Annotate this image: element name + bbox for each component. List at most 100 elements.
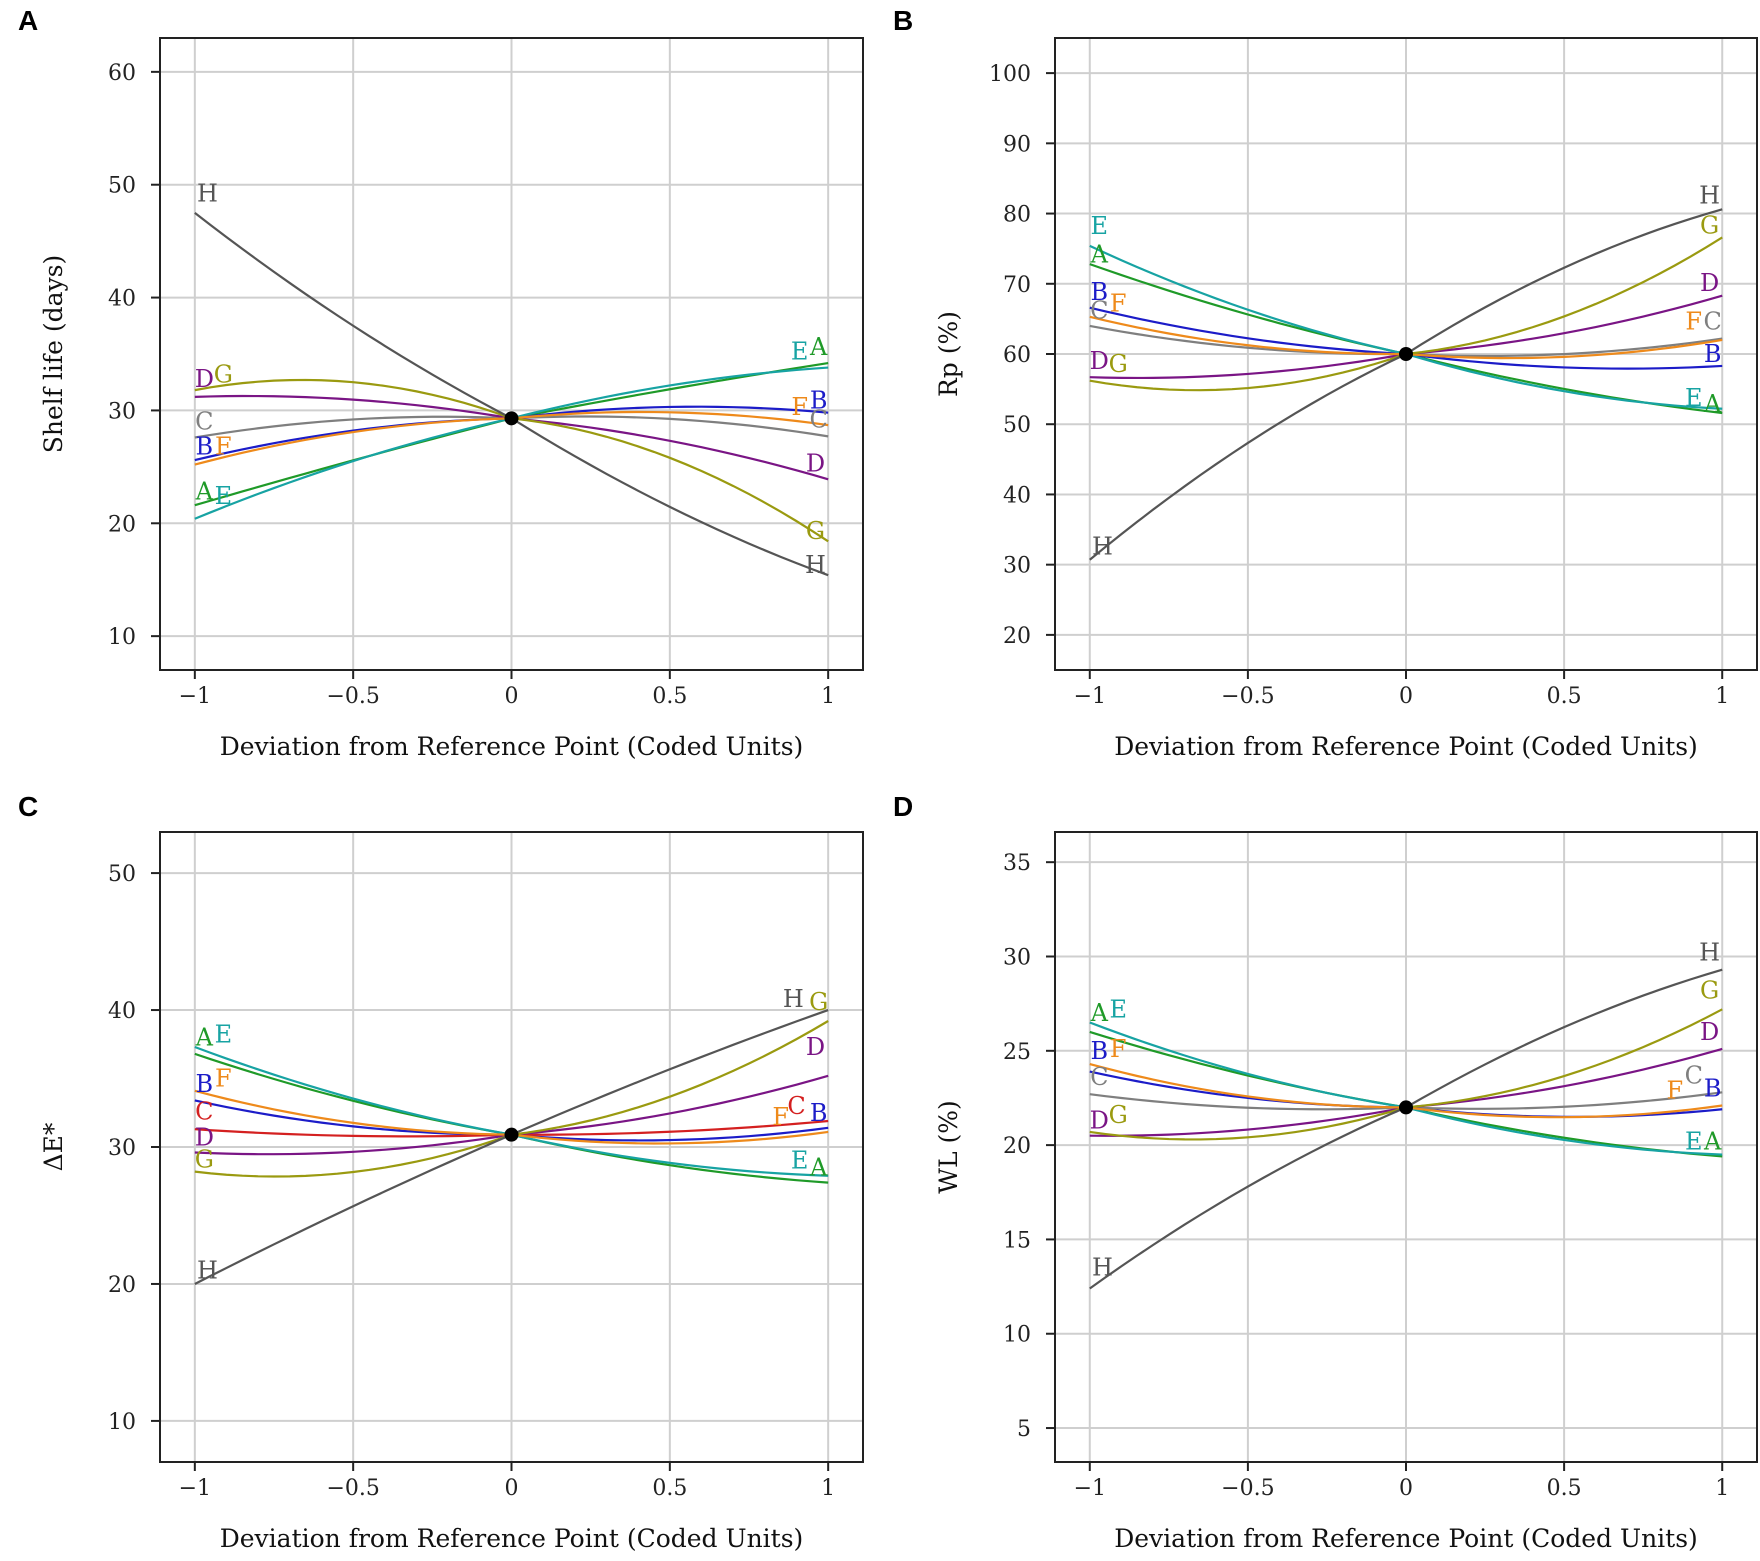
series-label-C: C	[195, 408, 213, 436]
x-tick-label: 1	[821, 1476, 835, 1501]
x-tick-label: 0	[505, 684, 519, 709]
x-tick-label: −0.5	[1221, 684, 1274, 709]
series-label-C: C	[1685, 1061, 1703, 1089]
x-tick-label: 0.5	[652, 1476, 687, 1501]
y-tick-label: 20	[1003, 1134, 1031, 1159]
y-tick-label: 35	[1003, 851, 1031, 876]
y-axis-title: WL (%)	[934, 1100, 963, 1194]
y-tick-label: 50	[108, 862, 136, 887]
y-tick-label: 40	[1003, 483, 1031, 508]
y-axis-title: ΔE*	[39, 1122, 68, 1171]
series-label-C: C	[787, 1092, 805, 1120]
series-label-H: H	[1699, 181, 1720, 209]
y-tick-label: 40	[108, 999, 136, 1024]
y-tick-label: 10	[1003, 1323, 1031, 1348]
series-label-G: G	[1700, 976, 1719, 1004]
x-tick-label: 0	[1399, 684, 1413, 709]
series-label-G: G	[214, 360, 233, 388]
y-tick-label: 50	[1003, 413, 1031, 438]
y-tick-label: 30	[1003, 945, 1031, 970]
series-label-B: B	[196, 1070, 214, 1098]
reference-point-marker	[1399, 347, 1413, 361]
series-label-D: D	[195, 1123, 214, 1151]
x-tick-label: −0.5	[326, 1476, 379, 1501]
y-axis-title: Rp (%)	[934, 311, 963, 397]
series-label-C: C	[1090, 1063, 1108, 1091]
panel-B: B −1 −0.5 0 0.5 1 20 30 40 50 60 70 80 90 100 Deviation…	[893, 5, 1758, 761]
y-tick-label: 5	[1017, 1417, 1031, 1442]
y-tick-label: 60	[108, 61, 136, 86]
x-tick-label: −1	[1074, 684, 1106, 709]
series-label-H: H	[197, 180, 218, 208]
x-tick-label: −1	[179, 684, 211, 709]
panel-letter: A	[18, 5, 38, 36]
y-tick-label: 30	[108, 1136, 136, 1161]
series-label-B: B	[1704, 340, 1722, 368]
series-label-B: B	[196, 433, 214, 461]
panel-C: C −1 −0.5 0 0.5 1 10 20 30 40 50 Deviation from Ref…	[18, 791, 864, 1553]
y-tick-label: 70	[1003, 273, 1031, 298]
series-label-A: A	[809, 1154, 828, 1182]
x-tick-label: 1	[1715, 1476, 1729, 1501]
series-label-D: D	[1090, 1107, 1109, 1135]
series-label-E: E	[1685, 384, 1703, 412]
y-tick-label: 10	[108, 625, 136, 650]
y-tick-label: 10	[108, 1410, 136, 1435]
series-label-E: E	[791, 1147, 809, 1175]
y-tick-label: 25	[1003, 1040, 1031, 1065]
series-label-H: H	[197, 1256, 218, 1284]
series-label-H: H	[783, 985, 804, 1013]
x-axis-title: Deviation from Reference Point (Coded Un…	[1114, 1524, 1698, 1553]
series-label-F: F	[1685, 308, 1702, 336]
series-label-H: H	[1092, 1254, 1113, 1282]
series-label-A: A	[1090, 240, 1109, 268]
series-label-F: F	[791, 393, 808, 421]
x-tick-label: 0.5	[1547, 1476, 1582, 1501]
series-label-A: A	[195, 478, 214, 506]
y-tick-label: 50	[108, 174, 136, 199]
x-tick-label: 0	[505, 1476, 519, 1501]
series-label-C: C	[1090, 296, 1108, 324]
series-label-F: F	[1666, 1076, 1683, 1104]
series-label-E: E	[1685, 1127, 1703, 1155]
series-label-C: C	[195, 1097, 213, 1125]
panel-A: A −1 −0.5 0 0.5 1 10 20 30 40 50 60 Deviation from R…	[18, 5, 864, 761]
x-axis-title: Deviation from Reference Point (Coded Un…	[220, 1524, 804, 1553]
series-label-A: A	[1090, 999, 1109, 1027]
series-label-A: A	[809, 333, 828, 361]
y-tick-label: 100	[989, 62, 1031, 87]
series-label-C: C	[1704, 308, 1722, 336]
series-label-D: D	[195, 365, 214, 393]
series-label-A: A	[195, 1023, 214, 1051]
y-tick-label: 15	[1003, 1228, 1031, 1253]
panel-letter: B	[893, 5, 913, 36]
reference-point-marker	[1399, 1100, 1413, 1115]
y-tick-label: 20	[1003, 624, 1031, 649]
series-label-E: E	[1109, 995, 1127, 1023]
y-tick-label: 30	[108, 399, 136, 424]
series-label-F: F	[215, 433, 232, 461]
panel-letter: C	[18, 791, 38, 822]
series-label-G: G	[809, 988, 828, 1016]
series-label-F: F	[215, 1065, 232, 1093]
x-tick-label: 1	[1715, 684, 1729, 709]
x-axis-title: Deviation from Reference Point (Coded Un…	[1114, 732, 1698, 761]
series-label-D: D	[1700, 1018, 1719, 1046]
series-label-D: D	[1700, 269, 1719, 297]
x-tick-label: −1	[1074, 1476, 1106, 1501]
series-label-B: B	[1704, 1075, 1722, 1103]
series-label-E: E	[791, 338, 809, 366]
y-tick-label: 20	[108, 1273, 136, 1298]
series-label-D: D	[806, 1033, 825, 1061]
series-label-A: A	[1703, 390, 1722, 418]
y-tick-label: 20	[108, 512, 136, 537]
y-tick-label: 60	[1003, 343, 1031, 368]
series-label-D: D	[1090, 347, 1109, 375]
x-axis-title: Deviation from Reference Point (Coded Un…	[220, 732, 804, 761]
series-label-G: G	[1109, 1101, 1128, 1129]
series-label-C: C	[809, 405, 827, 433]
x-tick-label: −1	[179, 1476, 211, 1501]
